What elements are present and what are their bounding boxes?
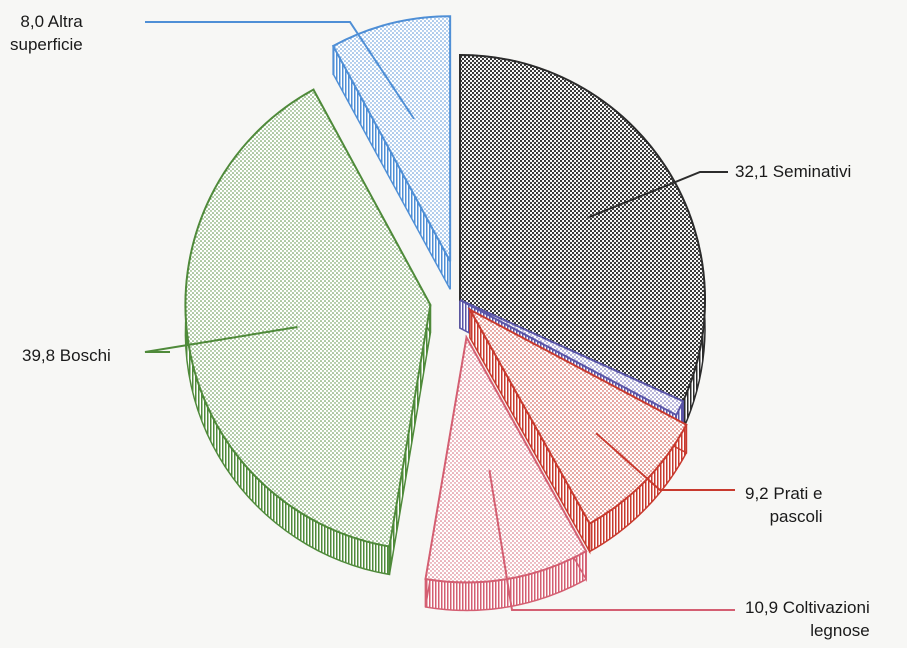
leader-line-seminativi — [587, 171, 728, 219]
pie-slice-tops — [184, 15, 706, 584]
leader-line-boschi — [144, 326, 298, 353]
pie-slice-seminativi — [459, 53, 706, 403]
leader-line-coltivazioni-legnose — [488, 470, 735, 611]
pie-leader-lines — [144, 21, 735, 611]
label-prati-e-pascoli: 9,2 Prati e pascoli — [745, 484, 823, 526]
pie-slice-slice-1 — [459, 299, 685, 417]
leader-line-altra-superficie — [145, 21, 415, 120]
pie-slice-altra-superficie — [331, 15, 452, 262]
label-boschi: 39,8 Boschi — [22, 346, 111, 365]
label-altra-superficie: 8,0 Altra superficie — [10, 12, 83, 54]
label-coltivazioni-legnose: 10,9 Coltivazioni legnose — [745, 598, 870, 640]
leader-line-prati-e-pascoli — [595, 432, 735, 491]
label-seminativi: 32,1 Seminativi — [735, 162, 852, 181]
pie-slice-coltivazioni-legnose — [424, 334, 588, 584]
pie-slice-prati-e-pascoli — [467, 307, 688, 525]
